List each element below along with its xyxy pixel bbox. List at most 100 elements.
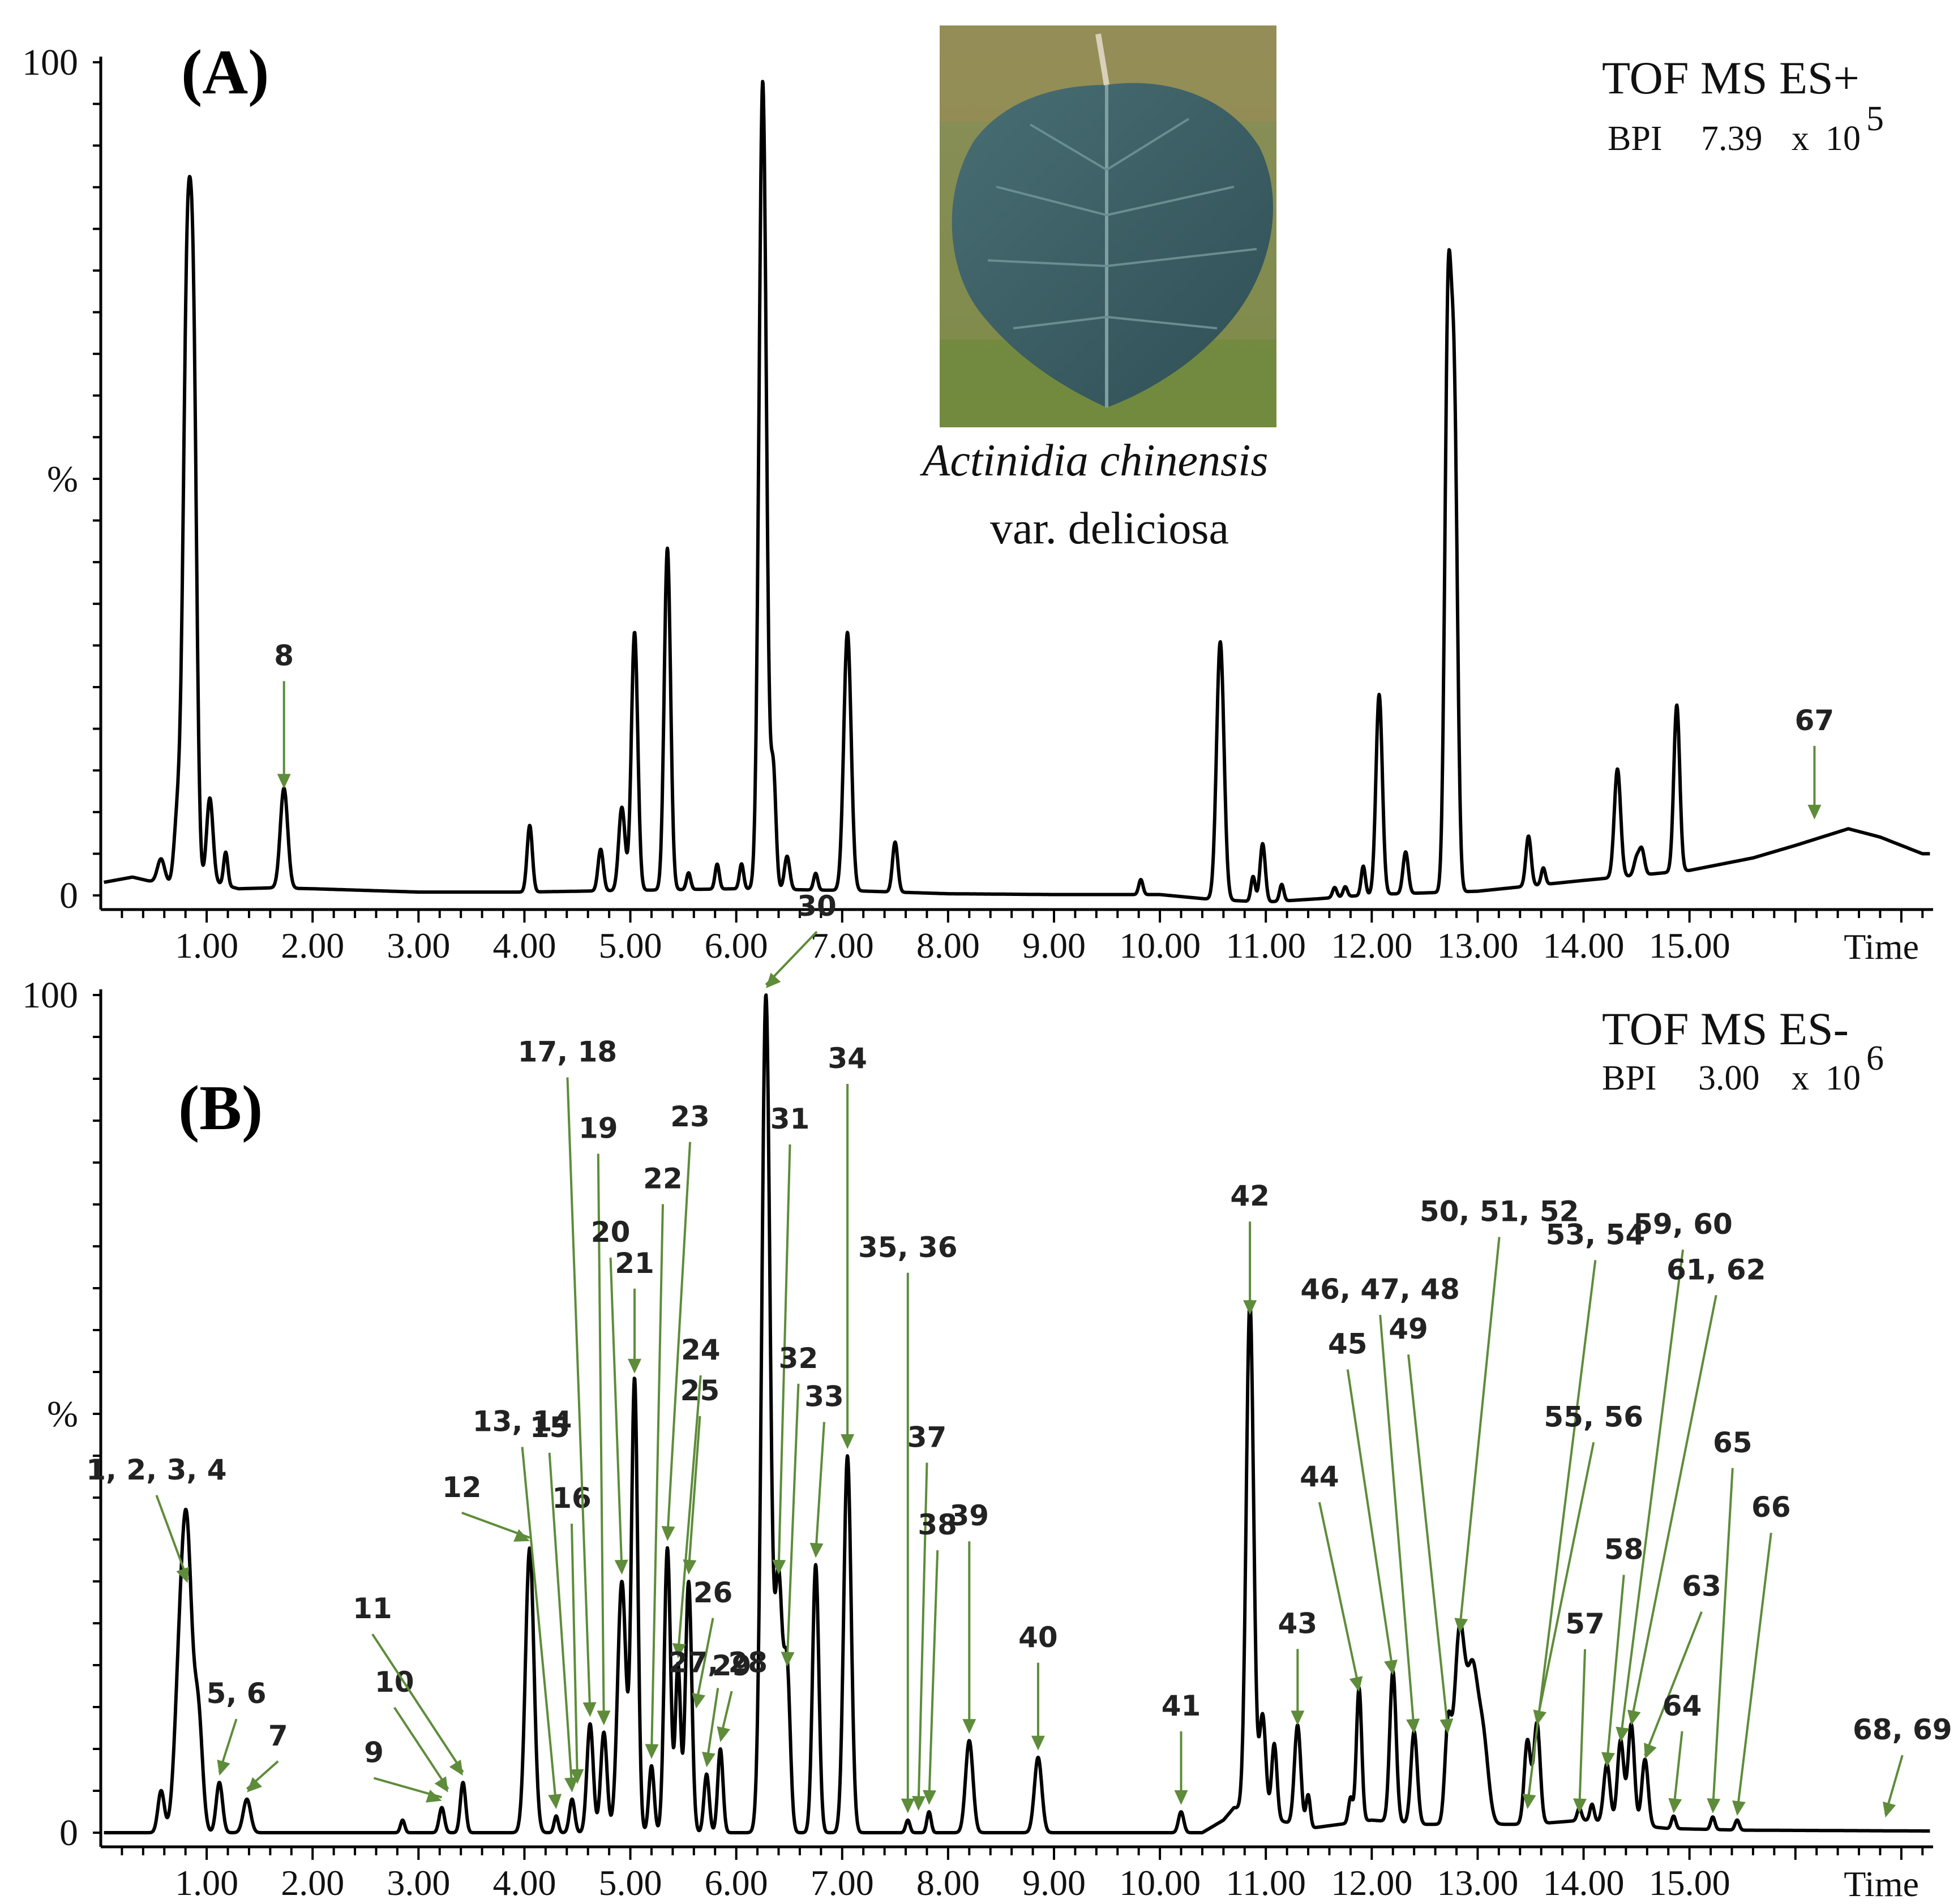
annotation-arrow <box>705 1688 719 1764</box>
bpi-times-b: x <box>1792 1059 1809 1097</box>
annotation-label: 46, 47, 48 <box>1300 1273 1460 1306</box>
annotation-arrowhead <box>1732 1800 1746 1816</box>
annotation-arrow <box>1672 1731 1683 1811</box>
annotation-label: 20 <box>591 1216 631 1249</box>
annotation-arrow <box>814 1422 825 1555</box>
x-tick-label: 5.00 <box>599 925 662 966</box>
annotation-arrow <box>521 1447 558 1806</box>
annotation-arrow <box>650 1204 664 1756</box>
annotation-arrow <box>666 1142 692 1538</box>
annotation-arrowhead <box>564 1777 578 1792</box>
peak-annotation: 13, 14 <box>473 1405 572 1809</box>
bpi-times-a: x <box>1792 119 1809 158</box>
annotation-label: 23 <box>670 1100 710 1133</box>
x-tick-label: 14.00 <box>1543 925 1625 966</box>
annotation-label: 22 <box>643 1163 683 1195</box>
x-tick-label: 10.00 <box>1119 925 1201 966</box>
annotation-arrow <box>393 1706 449 1790</box>
panel-label-a: (A) <box>181 37 269 108</box>
annotation-label: 43 <box>1278 1607 1318 1640</box>
peak-annotation: 16 <box>552 1482 592 1784</box>
x-tick-label: 9.00 <box>1022 1863 1086 1903</box>
annotation-label: 29 <box>712 1649 752 1682</box>
annotation-label: 44 <box>1300 1460 1339 1493</box>
annotation-label: 32 <box>779 1342 819 1375</box>
x-tick-label: 3.00 <box>387 1863 450 1903</box>
annotation-arrow <box>609 1257 623 1572</box>
peak-annotation: 32 <box>779 1342 819 1667</box>
annotation-arrow <box>1458 1237 1501 1630</box>
peak-annotation: 8 <box>274 639 294 789</box>
annotation-label: 35, 36 <box>858 1231 958 1264</box>
annotation-label: 37 <box>907 1421 947 1453</box>
peak-annotation: 31 <box>770 1103 809 1575</box>
peak-annotation: 66 <box>1732 1491 1791 1816</box>
annotation-arrowhead <box>434 1776 448 1792</box>
annotation-arrowhead <box>1522 1794 1536 1809</box>
x-tick-label: 11.00 <box>1226 1863 1306 1903</box>
annotation-label: 68, 69 <box>1853 1713 1952 1746</box>
axes-a: 1.00 2.00 3.00 4.00 5.00 6.00 7.00 8.00 9.00 10.0… <box>22 42 1933 967</box>
annotation-arrowhead <box>1243 1300 1257 1315</box>
peak-annotation: 65 <box>1707 1426 1753 1813</box>
peak-annotation: 58 <box>1601 1533 1644 1768</box>
peak-annotation: 44 <box>1300 1460 1363 1692</box>
annotation-arrowhead <box>1601 1752 1615 1768</box>
annotation-label: 25 <box>680 1374 720 1407</box>
annotation-arrowhead <box>1627 1709 1641 1726</box>
x-tick-label: 10.00 <box>1119 1863 1201 1903</box>
peak-annotation: 61, 62 <box>1627 1253 1766 1726</box>
annotation-arrowhead <box>548 1794 562 1809</box>
annotation-arrowhead <box>683 1559 697 1575</box>
annotation-arrow <box>371 1633 464 1773</box>
annotation-arrowhead <box>1707 1798 1721 1813</box>
y-tick-label: 0 <box>59 875 78 916</box>
peak-annotation: 38 <box>918 1508 957 1805</box>
peak-annotation: 59, 60 <box>1616 1208 1733 1742</box>
x-tick-label: 7.00 <box>811 1863 874 1903</box>
annotation-label: 55, 56 <box>1544 1400 1643 1433</box>
annotation-label: 19 <box>579 1112 618 1144</box>
peak-annotation: 57 <box>1565 1607 1605 1813</box>
peak-annotation: 46, 47, 48 <box>1300 1273 1460 1734</box>
x-tick-label: 7.00 <box>811 925 874 966</box>
annotation-arrowhead <box>661 1526 675 1541</box>
x-tick-label: 15.00 <box>1649 1863 1730 1903</box>
bpi-base-a: 10 <box>1826 119 1861 158</box>
annotation-label: 13, 14 <box>473 1405 572 1438</box>
annotation-label: 61, 62 <box>1666 1253 1766 1286</box>
peak-annotation: 40 <box>1018 1621 1058 1751</box>
axes-b: 1.00 2.00 3.00 4.00 5.00 6.00 7.00 8.00 9.00 10.0… <box>22 975 1933 1904</box>
bpi-exponent-a: 5 <box>1866 100 1884 138</box>
x-tick-label: 13.00 <box>1437 925 1518 966</box>
annotation-label: 58 <box>1604 1533 1644 1566</box>
peak-annotation: 50, 51, 52 <box>1420 1195 1579 1633</box>
x-tick-label: 4.00 <box>492 925 556 966</box>
peak-annotation: 10 <box>375 1666 449 1792</box>
annotation-arrow <box>928 1550 939 1802</box>
annotation-arrow <box>1644 1611 1703 1756</box>
annotation-arrow <box>695 1618 714 1706</box>
annotation-arrowhead <box>1533 1709 1547 1726</box>
peak-annotation: 49 <box>1389 1313 1454 1734</box>
peak-annotation: 29 <box>712 1649 752 1742</box>
peak-annotation: 1, 2, 3, 4 <box>86 1453 227 1583</box>
annotation-arrowhead <box>582 1702 597 1717</box>
x-tick-label: 12.00 <box>1331 1863 1412 1903</box>
annotation-label: 24 <box>681 1333 721 1366</box>
annotation-arrowhead <box>1616 1726 1630 1742</box>
annotation-label: 57 <box>1565 1607 1605 1640</box>
annotation-arrowhead <box>772 1559 786 1575</box>
annotation-label: 50, 51, 52 <box>1420 1195 1579 1228</box>
peak-annotation: 22 <box>643 1163 683 1759</box>
annotation-label: 21 <box>615 1247 654 1280</box>
annotation-label: 67 <box>1795 704 1835 737</box>
peak-annotations-a: 8 67 <box>274 639 1835 820</box>
annotation-arrowhead <box>217 1759 230 1776</box>
annotation-arrowhead <box>1573 1798 1587 1813</box>
peak-annotation: 42 <box>1230 1180 1270 1315</box>
x-tick-label: 6.00 <box>705 1863 768 1903</box>
x-tick-label: 4.00 <box>492 1863 556 1903</box>
annotation-label: 40 <box>1018 1621 1058 1654</box>
annotation-label: 45 <box>1328 1328 1368 1361</box>
